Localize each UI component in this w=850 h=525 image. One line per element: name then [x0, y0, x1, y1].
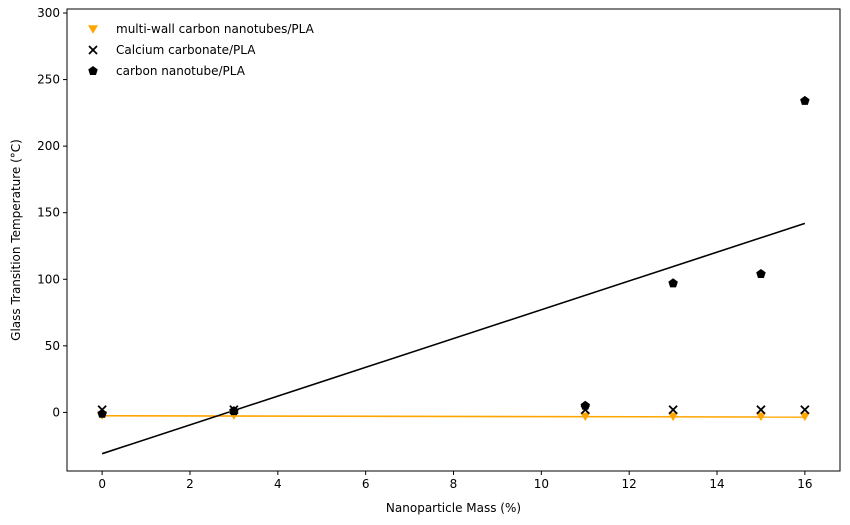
data-point-series3-6 [800, 95, 810, 105]
legend-label-1: multi-wall carbon nanotubes/PLA [116, 22, 315, 36]
x-tick-label: 0 [98, 477, 106, 491]
legend-marker-1 [88, 25, 98, 34]
data-point-series2-4 [668, 405, 678, 415]
data-point-series1-3 [580, 412, 591, 422]
trend-line-2 [101, 222, 806, 455]
legend-label-3: carbon nanotube/PLA [116, 64, 246, 78]
y-tick-label: 200 [37, 139, 60, 153]
x-tick-label: 12 [622, 477, 637, 491]
data-point-series3-5 [756, 268, 766, 278]
x-tick-label: 4 [274, 477, 282, 491]
legend-marker-3 [88, 66, 98, 76]
y-axis-label: Glass Transition Temperature (°C) [9, 139, 23, 341]
y-tick-label: 150 [37, 206, 60, 220]
legend-label-2: Calcium carbonate/PLA [116, 43, 256, 57]
data-point-series1-5 [755, 412, 766, 422]
data-point-series3-3 [580, 400, 591, 410]
data-point-series3-2 [229, 406, 239, 416]
x-tick-label: 6 [362, 477, 370, 491]
x-tick-label: 2 [186, 477, 194, 491]
y-tick-label: 0 [52, 405, 60, 419]
x-tick-label: 10 [534, 477, 549, 491]
axes: 0 2 4 6 8 10 12 14 16 0 50 100 150 200 250 300 [37, 6, 841, 491]
x-axis-label: Nanoparticle Mass (%) [386, 501, 521, 515]
y-tick-label: 250 [37, 73, 60, 87]
data-point-series3-1 [97, 408, 107, 418]
data-point-series2-6 [800, 405, 810, 415]
data-point-series1-4 [668, 412, 679, 422]
x-tick-label: 8 [450, 477, 458, 491]
x-tick-label: 14 [709, 477, 724, 491]
y-tick-label: 100 [37, 272, 60, 286]
x-tick-label: 16 [797, 477, 812, 491]
data-point-series1-6 [799, 412, 810, 422]
legend-marker-2 [88, 45, 98, 55]
data-point-series2-5 [756, 405, 766, 415]
legend: multi-wall carbon nanotubes/PLA Calcium c… [88, 22, 315, 78]
y-tick-label: 300 [37, 6, 60, 20]
plot-area [97, 95, 810, 455]
data-point-series3-4 [668, 278, 678, 288]
y-tick-label: 50 [45, 339, 60, 353]
